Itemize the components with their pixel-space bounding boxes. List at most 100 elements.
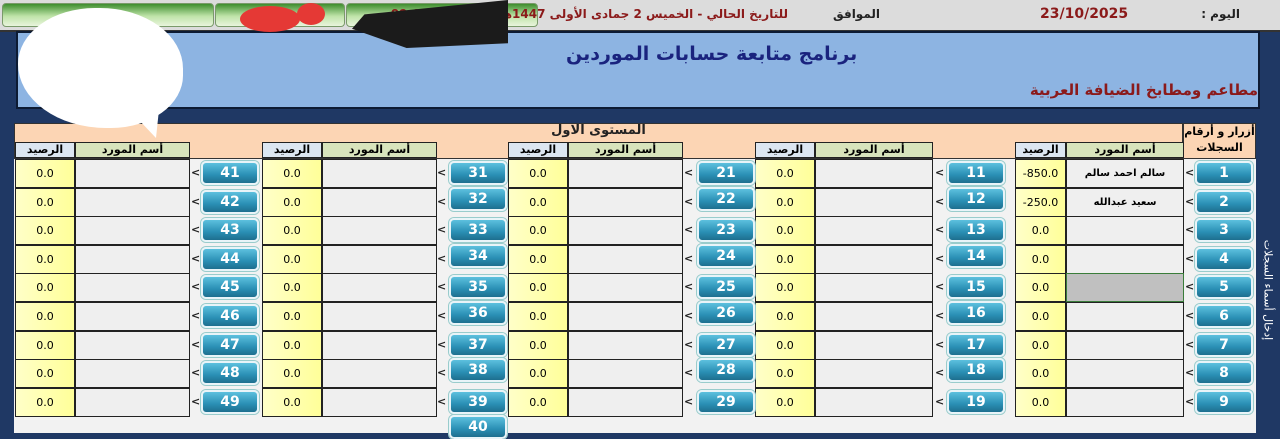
supplier-name-input[interactable]: [568, 159, 683, 188]
record-button-19[interactable]: 19: [947, 389, 1005, 414]
balance-cell: 0.0: [15, 330, 75, 360]
supplier-name-input[interactable]: [815, 359, 933, 389]
record-button-11[interactable]: 11: [947, 161, 1005, 185]
supplier-name-input[interactable]: [75, 159, 190, 188]
redaction-red: [297, 3, 325, 25]
supplier-name-input[interactable]: [1066, 387, 1184, 417]
record-button-38[interactable]: 38: [449, 358, 507, 383]
supplier-name-input[interactable]: [75, 244, 190, 274]
supplier-name-input[interactable]: [1066, 216, 1184, 246]
record-button-43[interactable]: 43: [201, 218, 259, 243]
supplier-name-input[interactable]: [322, 244, 437, 274]
record-button-48[interactable]: 48: [201, 361, 259, 386]
record-button-21[interactable]: 21: [697, 161, 755, 185]
record-button-40[interactable]: 40: [449, 415, 507, 439]
supplier-name-input[interactable]: [75, 302, 190, 331]
balance-cell: 0.0: [508, 330, 568, 360]
record-button-6[interactable]: 6: [1195, 304, 1253, 328]
supplier-name-input[interactable]: [1066, 302, 1184, 331]
record-button-12[interactable]: 12: [947, 186, 1005, 211]
supplier-name-input[interactable]: [75, 273, 190, 303]
supplier-name-input[interactable]: سالم احمد سالم: [1066, 159, 1184, 188]
supplier-name-input[interactable]: [815, 216, 933, 246]
redaction-red: [240, 6, 300, 32]
supplier-name-input[interactable]: [322, 330, 437, 360]
record-button-25[interactable]: 25: [697, 275, 755, 300]
supplier-name-input[interactable]: [322, 387, 437, 417]
record-button-28[interactable]: 28: [697, 358, 755, 383]
supplier-name-input[interactable]: [322, 159, 437, 188]
supplier-name-input[interactable]: [568, 387, 683, 417]
supplier-name-input[interactable]: [815, 273, 933, 303]
record-button-22[interactable]: 22: [697, 186, 755, 211]
record-button-15[interactable]: 15: [947, 275, 1005, 300]
record-button-26[interactable]: 26: [697, 301, 755, 325]
record-button-46[interactable]: 46: [201, 304, 259, 328]
supplier-name-input[interactable]: [75, 216, 190, 246]
record-button-24[interactable]: 24: [697, 243, 755, 268]
supplier-name-input[interactable]: [75, 387, 190, 417]
supplier-name-input[interactable]: [815, 187, 933, 217]
supplier-name-input[interactable]: [1066, 330, 1184, 360]
record-button-23[interactable]: 23: [697, 218, 755, 243]
record-button-3[interactable]: 3: [1195, 218, 1253, 243]
supplier-name-input[interactable]: [75, 187, 190, 217]
supplier-name-input[interactable]: [568, 330, 683, 360]
supplier-name-input[interactable]: [568, 244, 683, 274]
record-button-44[interactable]: 44: [201, 246, 259, 271]
supplier-name-input[interactable]: [1066, 244, 1184, 274]
record-button-31[interactable]: 31: [449, 161, 507, 185]
supplier-name-input[interactable]: [568, 359, 683, 389]
supplier-name-input[interactable]: [75, 359, 190, 389]
record-button-32[interactable]: 32: [449, 186, 507, 211]
supplier-name-input[interactable]: [815, 159, 933, 188]
record-button-7[interactable]: 7: [1195, 332, 1253, 357]
record-button-16[interactable]: 16: [947, 301, 1005, 325]
supplier-name-input[interactable]: [75, 330, 190, 360]
record-button-36[interactable]: 36: [449, 301, 507, 325]
record-button-42[interactable]: 42: [201, 189, 259, 214]
supplier-name-input[interactable]: [815, 330, 933, 360]
record-button-37[interactable]: 37: [449, 332, 507, 357]
supplier-name-input[interactable]: [568, 216, 683, 246]
record-button-4[interactable]: 4: [1195, 246, 1253, 271]
supplier-name-input[interactable]: [815, 302, 933, 331]
record-button-39[interactable]: 39: [449, 389, 507, 414]
record-button-27[interactable]: 27: [697, 332, 755, 357]
record-button-33[interactable]: 33: [449, 218, 507, 243]
supplier-name-input[interactable]: [1066, 359, 1184, 389]
supplier-name-input[interactable]: سعيد عبدالله: [1066, 187, 1184, 217]
balance-cell: 0.0: [508, 359, 568, 389]
record-button-35[interactable]: 35: [449, 275, 507, 300]
selected-cell[interactable]: [1066, 273, 1184, 303]
record-button-18[interactable]: 18: [947, 358, 1005, 383]
supplier-name-input[interactable]: [815, 244, 933, 274]
supplier-name-input[interactable]: [568, 187, 683, 217]
record-button-49[interactable]: 49: [201, 389, 259, 414]
supplier-name-input[interactable]: [322, 273, 437, 303]
record-button-13[interactable]: 13: [947, 218, 1005, 243]
record-button-1[interactable]: 1: [1195, 161, 1253, 185]
balance-cell: 0.0: [755, 187, 815, 217]
supplier-name-input[interactable]: [322, 187, 437, 217]
record-button-9[interactable]: 9: [1195, 389, 1253, 414]
record-button-17[interactable]: 17: [947, 332, 1005, 357]
balance-cell: 0.0: [262, 216, 322, 246]
record-button-2[interactable]: 2: [1195, 189, 1253, 214]
record-button-14[interactable]: 14: [947, 243, 1005, 268]
supplier-name-input[interactable]: [568, 273, 683, 303]
supplier-name-input[interactable]: [568, 302, 683, 331]
record-button-47[interactable]: 47: [201, 332, 259, 357]
record-button-5[interactable]: 5: [1195, 275, 1253, 300]
record-button-8[interactable]: 8: [1195, 361, 1253, 386]
supplier-name-input[interactable]: [322, 302, 437, 331]
record-button-34[interactable]: 34: [449, 243, 507, 268]
record-button-45[interactable]: 45: [201, 275, 259, 300]
balance-cell: 0.0: [15, 187, 75, 217]
supplier-name-input[interactable]: [815, 387, 933, 417]
supplier-name-input[interactable]: [322, 359, 437, 389]
supplier-name-input[interactable]: [322, 216, 437, 246]
record-button-41[interactable]: 41: [201, 161, 259, 185]
record-button-29[interactable]: 29: [697, 389, 755, 414]
arrow-marker: <: [1185, 251, 1195, 265]
